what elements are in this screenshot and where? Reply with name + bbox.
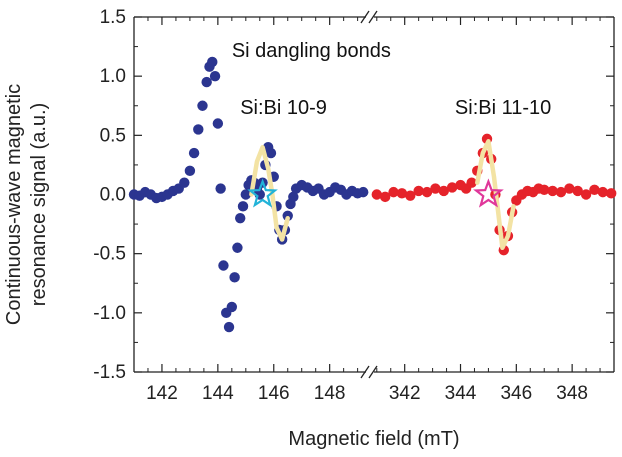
data-point [226,301,238,313]
axis-break-mark [368,10,378,24]
data-point [265,147,277,159]
data-point [184,165,196,177]
data-point [282,210,293,221]
x-tick-label: 346 [500,383,532,404]
data-point [209,70,221,82]
data-point [438,185,449,197]
x-tick-label: 344 [445,383,477,404]
y-tick-label: 1.0 [100,66,126,87]
data-point [589,184,600,195]
data-point [235,212,246,224]
data-point [240,189,252,200]
data-point [358,186,369,198]
markers [247,178,504,208]
data-point [413,185,424,197]
star-marker [247,178,278,208]
data-point [396,188,408,199]
star-marker [473,178,504,208]
data-point [379,191,391,203]
annotation-label: Si:Bi 11-10 [455,97,551,119]
axis-break-mark [360,365,370,379]
data-point [539,184,550,195]
x-axis-title: Magnetic field (mT) [288,428,459,450]
y-tick-label: 0.5 [100,125,126,146]
axis-break-mark [360,10,370,24]
data-point [215,183,226,194]
data-point [388,186,399,198]
data-points [128,56,617,333]
data-point [564,183,575,194]
data-point [212,118,224,129]
axis-break-mark [368,365,378,379]
data-point [229,272,240,283]
fit-line [249,144,290,242]
data-point [223,321,235,333]
x-tick-label: 142 [146,383,178,404]
labels: 1.5 1.0 0.5 0.0 -0.5 -1.0 -1.5 142 144 146 148 342 3… [3,7,588,450]
data-point [207,56,218,68]
x-tick-label: 348 [556,383,588,404]
x-tick-label: 148 [314,383,346,404]
data-point [197,100,208,111]
y-tick-label: 1.5 [100,7,126,28]
data-point [405,190,416,201]
data-point [179,177,190,188]
data-point [288,191,299,203]
data-point [201,76,212,88]
data-point [466,177,477,188]
data-point [606,188,617,199]
data-point [237,201,249,212]
axis-ticks [133,16,615,373]
annotation-label: Si:Bi 10-9 [240,97,327,119]
y-tick-label: 0.0 [100,185,126,206]
data-point [446,182,458,193]
y-tick-label: -0.5 [93,244,126,265]
y-axis-title: Continuous-wave magnetic resonance signal… [3,84,50,325]
y-axis-title-line: resonance signal (a.u.) [28,103,50,306]
data-point [572,185,583,197]
data-point [547,185,558,197]
data-point [555,186,567,198]
data-point [188,147,200,159]
data-point [580,189,592,200]
x-tick-label: 144 [202,383,234,404]
x-tick-label: 342 [389,383,421,404]
x-tick-label: 146 [258,383,290,404]
data-point [371,189,382,200]
data-point [597,186,609,198]
y-tick-label: -1.5 [93,362,126,383]
y-tick-label: -1.0 [93,303,126,324]
data-point [193,124,204,135]
data-point [232,242,243,253]
annotation-label: Si dangling bonds [232,40,391,62]
y-axis-title-line: Continuous-wave magnetic [3,84,25,325]
data-point [421,186,433,198]
data-point [430,183,441,194]
data-point [218,260,229,271]
